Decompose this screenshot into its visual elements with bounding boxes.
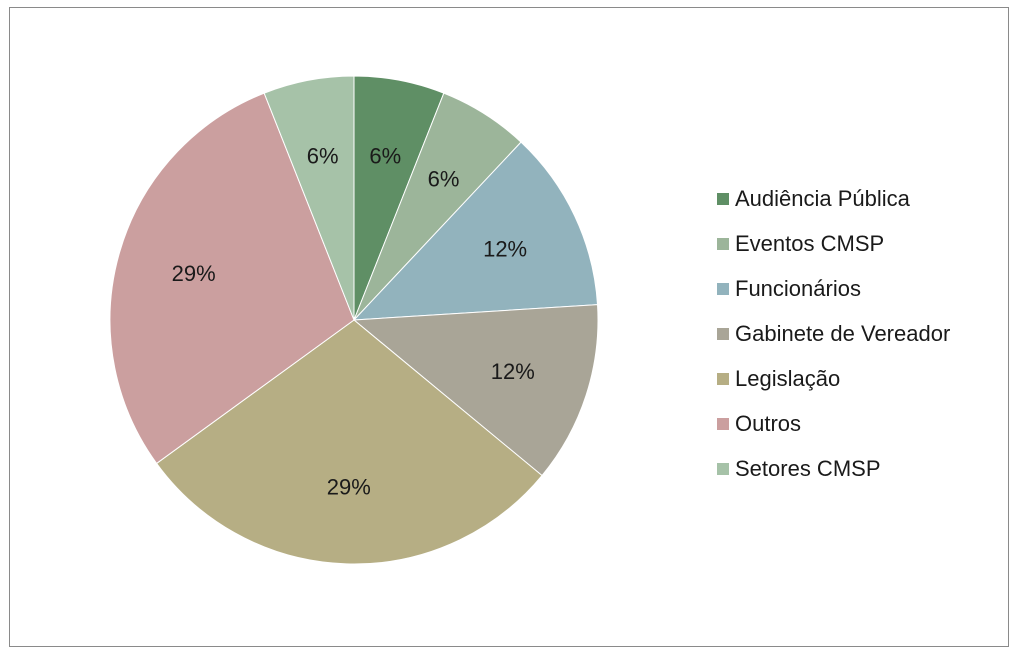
legend-swatch bbox=[717, 192, 729, 205]
pie-slice-gabinete-de-vereador bbox=[352, 304, 599, 477]
legend-item-setores-cmsp: Setores CMSP bbox=[717, 446, 1017, 491]
legend-swatch bbox=[717, 327, 729, 340]
pie-slice-outros bbox=[109, 92, 355, 465]
data-label-setores-cmsp: 6% bbox=[307, 143, 339, 168]
legend-label: Gabinete de Vereador bbox=[735, 320, 951, 346]
legend-label: Audiência Pública bbox=[735, 185, 910, 211]
data-label-gabinete-de-vereador: 12% bbox=[491, 359, 535, 384]
legend-item-audiencia-publica: Audiência Pública bbox=[717, 176, 1017, 221]
legend-swatch bbox=[717, 372, 729, 385]
legend-swatch bbox=[717, 282, 729, 295]
legend-item-eventos-cmsp: Eventos CMSP bbox=[717, 221, 1017, 266]
legend-label: Eventos CMSP bbox=[735, 230, 885, 256]
pie-slice-legislacao bbox=[155, 319, 543, 565]
chart-legend: Audiência Pública Eventos CMSP Funcionário… bbox=[717, 176, 1017, 491]
legend-swatch bbox=[717, 237, 729, 250]
data-label-audiencia-publica: 6% bbox=[369, 143, 401, 168]
data-label-eventos-cmsp: 6% bbox=[428, 166, 460, 191]
legend-swatch bbox=[717, 417, 729, 430]
legend-label: Setores CMSP bbox=[735, 455, 881, 481]
legend-label: Legislação bbox=[735, 365, 841, 391]
data-label-funcionarios: 12% bbox=[483, 236, 527, 261]
data-label-outros: 29% bbox=[172, 261, 216, 286]
pie-slice-setores-cmsp bbox=[263, 75, 355, 321]
legend-label: Outros bbox=[735, 410, 802, 436]
legend-swatch bbox=[717, 462, 729, 475]
legend-item-legislacao: Legislação bbox=[717, 356, 1017, 401]
legend-label: Funcionários bbox=[735, 275, 861, 301]
pie-slice-funcionarios bbox=[352, 141, 599, 321]
chart-area: 6% 6% 12% 12% 29% 29% 6% Audiência Pública Even… bbox=[9, 7, 1009, 647]
data-label-legislacao: 29% bbox=[327, 474, 371, 499]
legend-item-gabinete-de-vereador: Gabinete de Vereador bbox=[717, 311, 1017, 356]
pie-chart: 6% 6% 12% 12% 29% 29% 6% bbox=[109, 75, 599, 565]
legend-item-outros: Outros bbox=[717, 401, 1017, 446]
legend-item-funcionarios: Funcionários bbox=[717, 266, 1017, 311]
